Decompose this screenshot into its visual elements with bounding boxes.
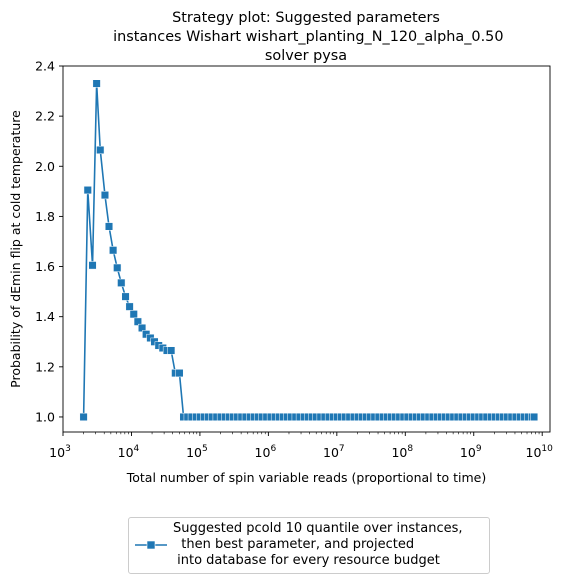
y-tick-label: 1.8 bbox=[35, 209, 55, 224]
data-point bbox=[129, 310, 138, 319]
y-tick-label: 1.6 bbox=[35, 259, 55, 274]
x-tick-label: 109 bbox=[460, 444, 482, 460]
data-point bbox=[96, 145, 105, 155]
y-tick-label: 1.0 bbox=[35, 409, 55, 424]
data-point bbox=[88, 261, 97, 270]
x-tick-label: 105 bbox=[186, 444, 208, 460]
y-tick-label: 1.4 bbox=[35, 309, 55, 324]
data-point bbox=[83, 186, 92, 195]
x-axis-label: Total number of spin variable reads (pro… bbox=[126, 470, 487, 485]
legend-label: Suggested pcold 10 quantile over instanc… bbox=[173, 521, 463, 568]
x-tick-label: 1010 bbox=[526, 444, 554, 460]
data-point bbox=[109, 246, 118, 255]
data-point bbox=[138, 323, 147, 333]
data-point bbox=[167, 346, 176, 355]
series-line bbox=[82, 83, 535, 418]
chart-title-line: Strategy plot: Suggested parameters bbox=[172, 10, 440, 26]
data-point bbox=[175, 369, 184, 378]
data-point bbox=[121, 292, 130, 301]
y-tick-label: 2.2 bbox=[35, 109, 55, 124]
y-axis-label: Probability of dEmin flip at cold temper… bbox=[8, 110, 23, 388]
x-tick-label: 108 bbox=[391, 444, 413, 460]
y-tick-label: 2.4 bbox=[35, 59, 55, 74]
legend: Suggested pcold 10 quantile over instanc… bbox=[128, 517, 490, 574]
x-tick-label: 106 bbox=[255, 444, 277, 460]
data-point bbox=[79, 412, 88, 422]
x-tick-label: 107 bbox=[323, 444, 345, 460]
y-tick-label: 2.0 bbox=[35, 159, 55, 174]
chart-title-line: instances Wishart wishart_planting_N_120… bbox=[109, 29, 504, 45]
data-point bbox=[113, 263, 122, 272]
data-point bbox=[104, 222, 114, 231]
plot-frame bbox=[62, 65, 551, 433]
data-point bbox=[529, 412, 539, 422]
x-tick-label: 103 bbox=[49, 444, 71, 460]
data-point bbox=[125, 302, 134, 311]
y-tick-label: 1.2 bbox=[35, 359, 55, 374]
data-point bbox=[117, 278, 126, 287]
x-tick-label: 104 bbox=[118, 444, 140, 460]
legend-swatch bbox=[135, 540, 167, 550]
data-point bbox=[100, 191, 109, 200]
chart-title-line: solver pysa bbox=[265, 48, 347, 64]
data-point bbox=[92, 79, 101, 88]
data-point bbox=[133, 317, 142, 326]
